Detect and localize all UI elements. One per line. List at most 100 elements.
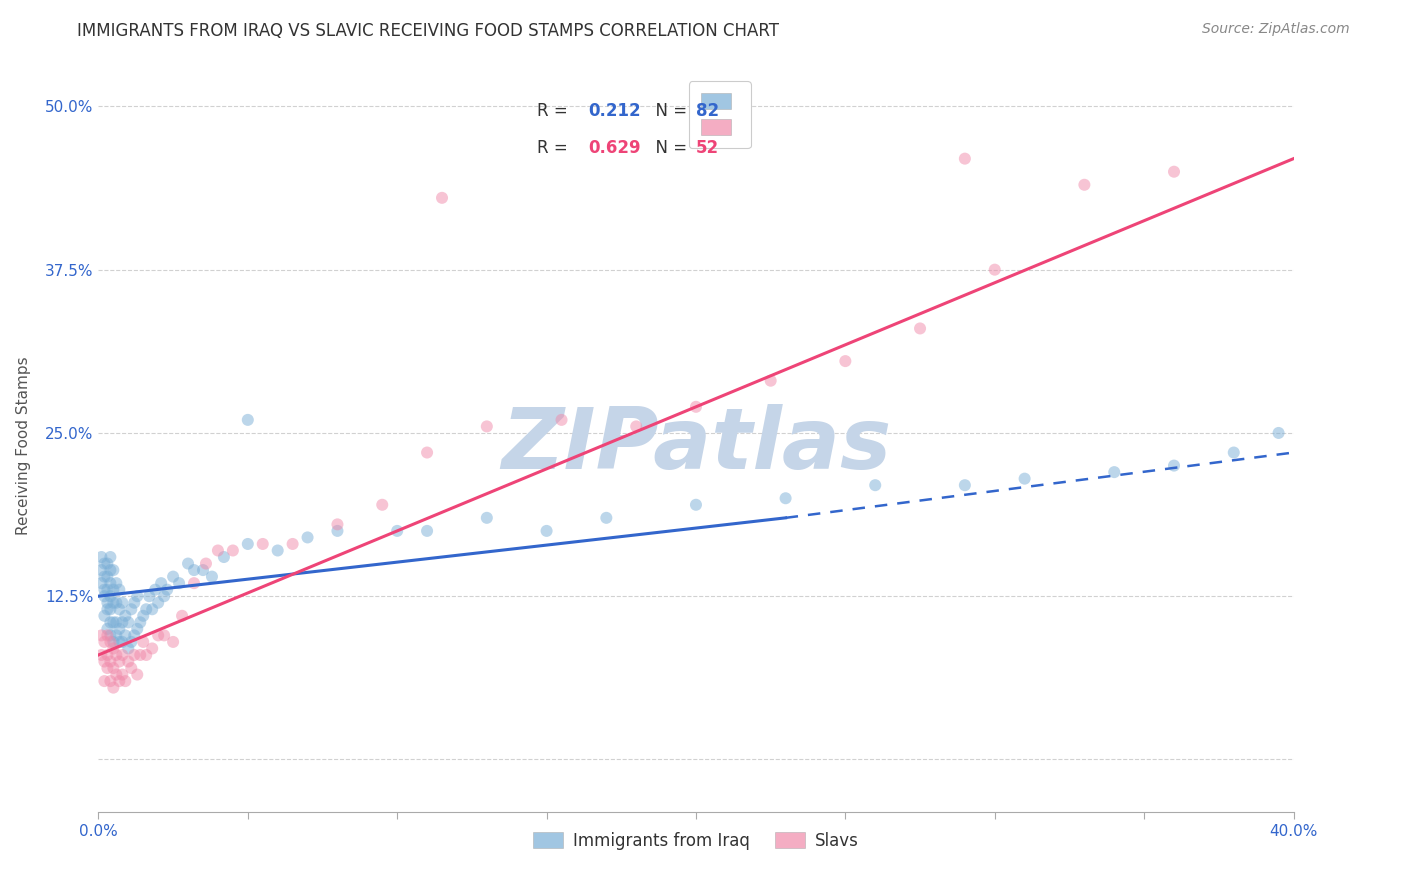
Point	[105, 628, 128, 642]
Point	[167, 576, 190, 591]
Point	[103, 563, 125, 577]
Point	[865, 478, 887, 492]
Point	[195, 557, 218, 571]
Point	[117, 655, 139, 669]
Point	[96, 602, 118, 616]
Point	[775, 491, 797, 506]
Point	[103, 635, 125, 649]
Point	[685, 498, 707, 512]
Point	[93, 589, 115, 603]
Point	[129, 648, 152, 662]
Point	[108, 622, 131, 636]
Point	[127, 589, 149, 603]
Point	[98, 589, 122, 603]
Point	[1223, 445, 1246, 459]
Point	[103, 615, 125, 630]
Point	[124, 596, 146, 610]
Point	[114, 608, 136, 623]
Text: 52: 52	[696, 139, 718, 157]
Point	[138, 589, 160, 603]
Point	[98, 549, 122, 564]
Point	[201, 569, 224, 583]
Point	[117, 641, 139, 656]
Point	[135, 648, 157, 662]
Point	[127, 667, 149, 681]
Point	[148, 628, 170, 642]
Point	[93, 582, 115, 597]
Point	[108, 674, 131, 689]
Point	[326, 517, 349, 532]
Point	[416, 524, 439, 538]
Point	[141, 602, 163, 616]
Point	[90, 563, 112, 577]
Point	[207, 543, 229, 558]
Point	[96, 557, 118, 571]
Point	[103, 582, 125, 597]
Point	[908, 321, 931, 335]
Point	[93, 635, 115, 649]
Point	[222, 543, 245, 558]
Point	[111, 596, 134, 610]
Point	[111, 635, 134, 649]
Point	[953, 478, 976, 492]
Point	[626, 419, 648, 434]
Point	[236, 413, 259, 427]
Point	[1014, 472, 1036, 486]
Point	[98, 602, 122, 616]
Point	[183, 563, 205, 577]
Point	[236, 537, 259, 551]
Point	[120, 661, 142, 675]
Point	[98, 674, 122, 689]
Point	[191, 563, 214, 577]
Point	[111, 667, 134, 681]
Point	[153, 589, 176, 603]
Y-axis label: Receiving Food Stamps: Receiving Food Stamps	[17, 357, 31, 535]
Point	[984, 262, 1007, 277]
Point	[153, 628, 176, 642]
Point	[96, 622, 118, 636]
Point	[150, 576, 173, 591]
Point	[953, 152, 976, 166]
Point	[759, 374, 782, 388]
Point	[162, 635, 184, 649]
Point	[98, 563, 122, 577]
Point	[475, 511, 498, 525]
Point	[105, 648, 128, 662]
Point	[212, 549, 235, 564]
Point	[103, 661, 125, 675]
Point	[141, 641, 163, 656]
Point	[105, 596, 128, 610]
Point	[162, 569, 184, 583]
Point	[297, 530, 319, 544]
Text: IMMIGRANTS FROM IRAQ VS SLAVIC RECEIVING FOOD STAMPS CORRELATION CHART: IMMIGRANTS FROM IRAQ VS SLAVIC RECEIVING…	[77, 22, 779, 40]
Point	[98, 655, 122, 669]
Point	[595, 511, 617, 525]
Point	[103, 681, 125, 695]
Point	[834, 354, 856, 368]
Point	[550, 413, 572, 427]
Text: 0.212: 0.212	[589, 102, 641, 120]
Point	[93, 674, 115, 689]
Point	[96, 569, 118, 583]
Text: Source: ZipAtlas.com: Source: ZipAtlas.com	[1202, 22, 1350, 37]
Point	[108, 582, 131, 597]
Point	[156, 582, 179, 597]
Point	[105, 667, 128, 681]
Point	[371, 498, 394, 512]
Point	[96, 628, 118, 642]
Point	[90, 576, 112, 591]
Point	[536, 524, 558, 538]
Point	[385, 524, 409, 538]
Point	[111, 615, 134, 630]
Point	[124, 628, 146, 642]
Point	[90, 628, 112, 642]
Point	[98, 628, 122, 642]
Point	[1104, 465, 1126, 479]
Point	[93, 608, 115, 623]
Point	[93, 569, 115, 583]
Text: 0.629: 0.629	[589, 139, 641, 157]
Text: R =: R =	[537, 139, 574, 157]
Point	[135, 602, 157, 616]
Point	[143, 582, 166, 597]
Point	[117, 615, 139, 630]
